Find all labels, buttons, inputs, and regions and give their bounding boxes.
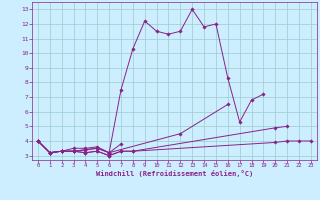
- X-axis label: Windchill (Refroidissement éolien,°C): Windchill (Refroidissement éolien,°C): [96, 170, 253, 177]
